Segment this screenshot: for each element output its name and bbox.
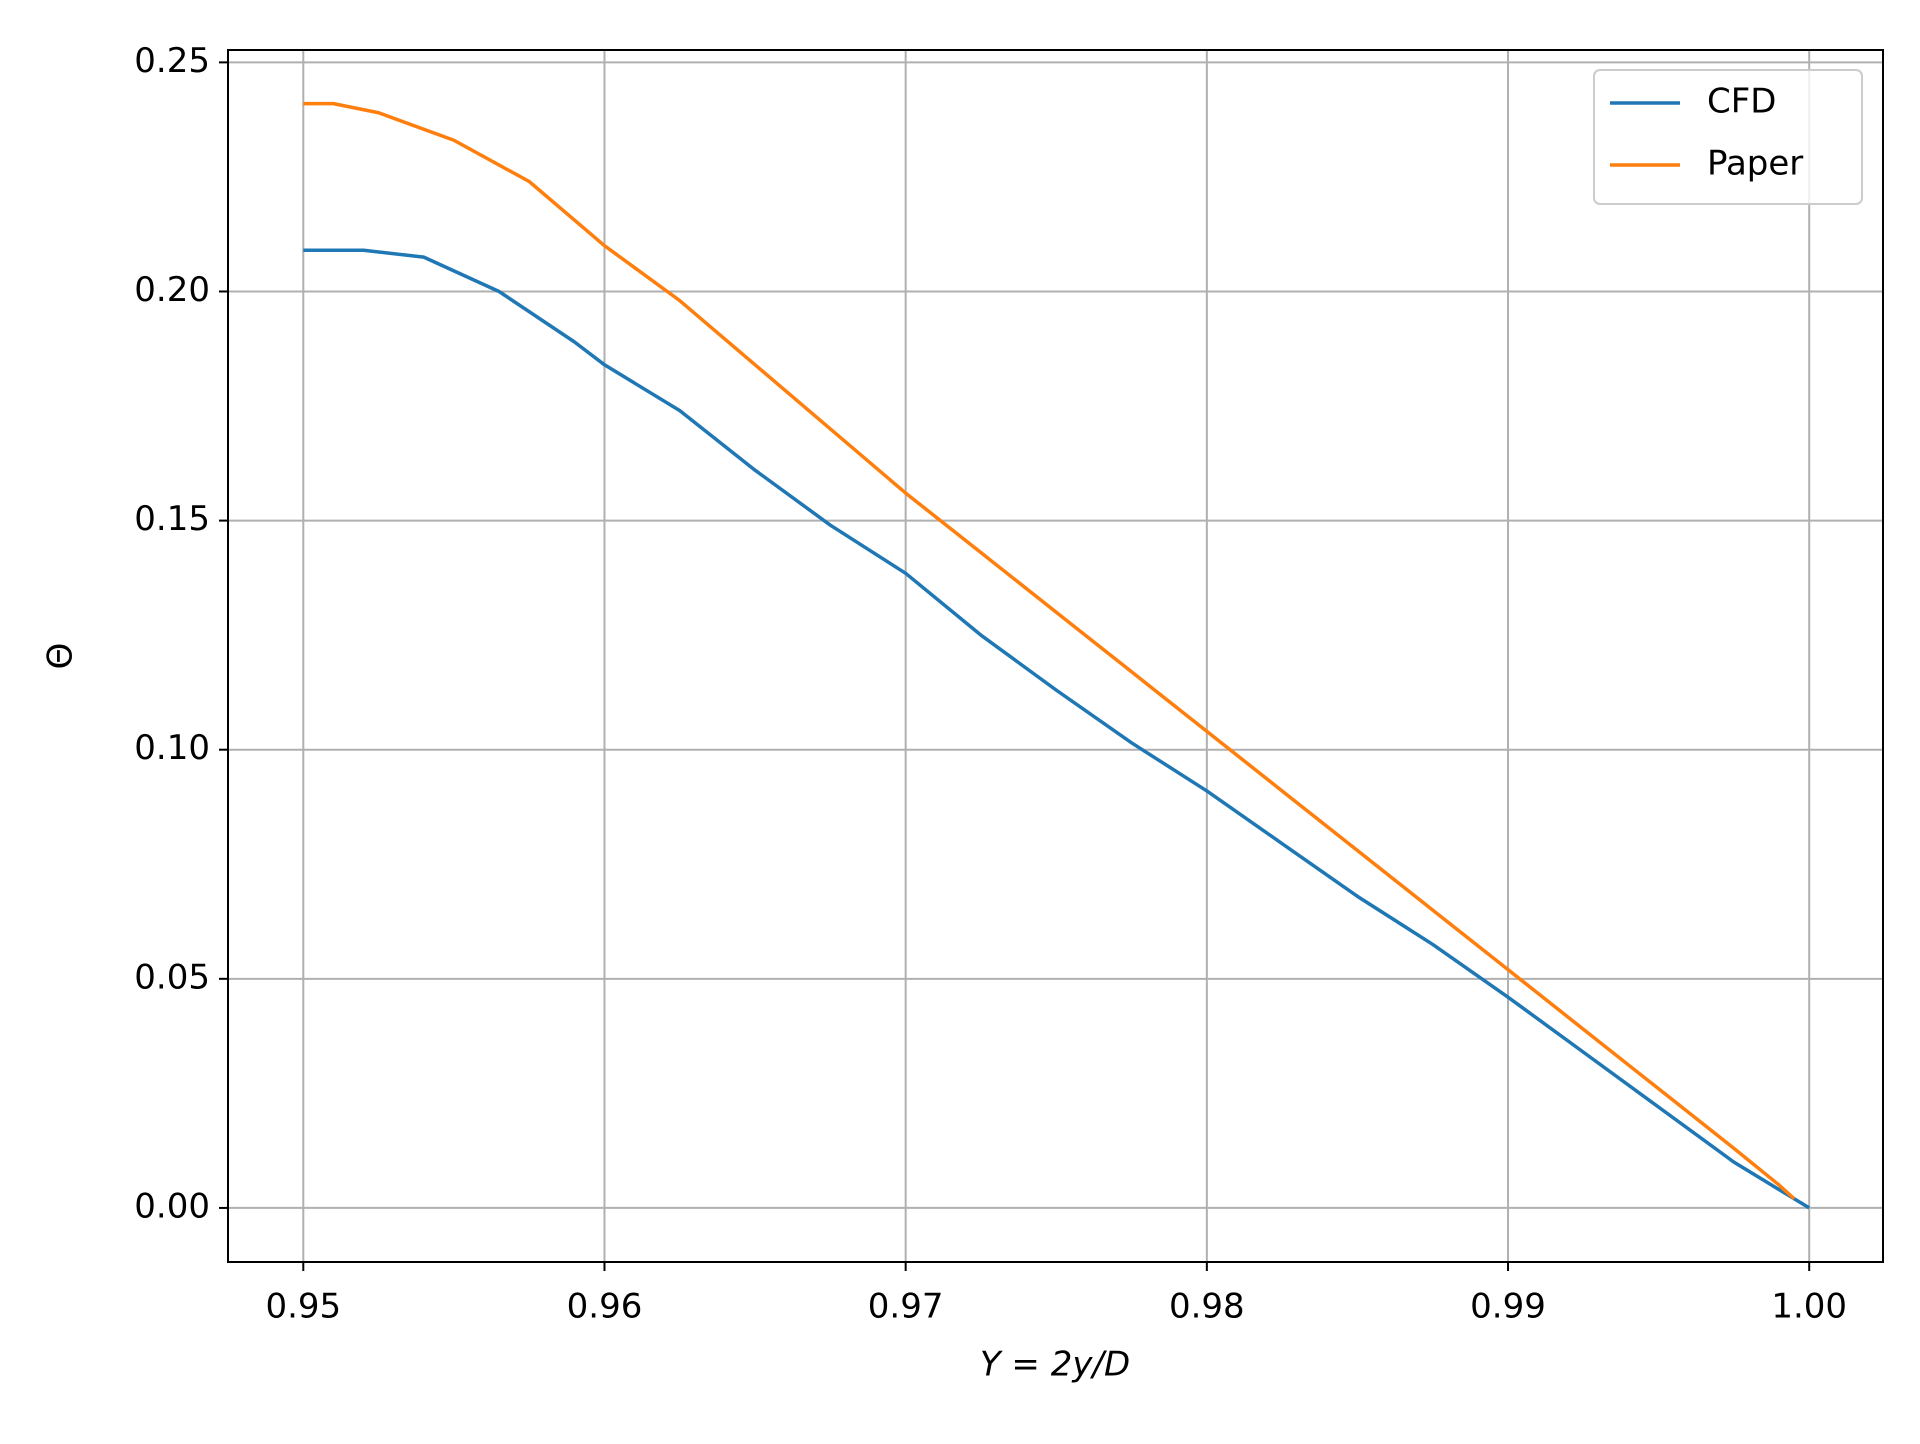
y-tick-label: 0.25 xyxy=(134,41,210,81)
y-tick-label: 0.20 xyxy=(134,270,210,310)
y-tick-label: 0.15 xyxy=(134,499,210,539)
legend-label: Paper xyxy=(1707,144,1803,184)
line-series xyxy=(303,248,1811,1210)
x-tick-label: 0.95 xyxy=(265,1287,341,1327)
line-series xyxy=(303,101,1796,1201)
y-tick-label: 0.00 xyxy=(134,1186,210,1226)
y-tick-label: 0.05 xyxy=(134,957,210,997)
x-tick-label: 1.00 xyxy=(1771,1287,1847,1327)
x-axis-label: Y = 2y/D xyxy=(980,1345,1130,1385)
legend-label: CFD xyxy=(1707,82,1776,122)
axes-frame xyxy=(227,49,1884,1263)
legend: CFD Paper xyxy=(1593,69,1863,205)
x-tick-label: 0.97 xyxy=(868,1287,944,1327)
y-tick-label: 0.10 xyxy=(134,728,210,768)
x-tick-label: 0.99 xyxy=(1470,1287,1546,1327)
y-axis-label: Θ xyxy=(41,643,81,670)
x-tick-label: 0.96 xyxy=(567,1287,643,1327)
x-tick-label: 0.98 xyxy=(1169,1287,1245,1327)
